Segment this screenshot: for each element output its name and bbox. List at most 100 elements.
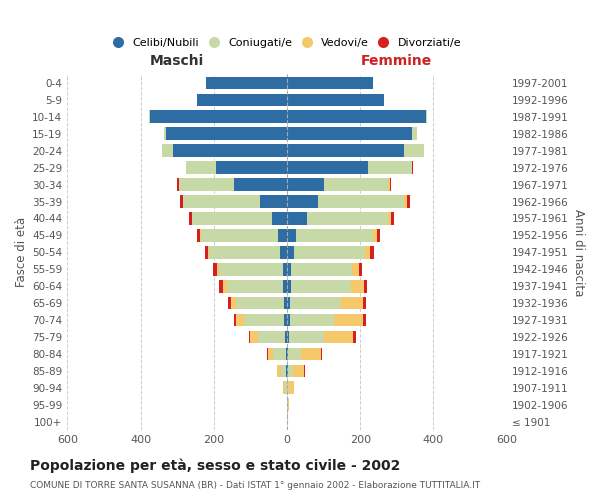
Bar <box>286 348 287 360</box>
Bar <box>182 195 260 208</box>
Bar <box>377 229 380 241</box>
Bar <box>234 178 287 191</box>
Bar <box>391 212 394 225</box>
Bar <box>228 297 231 310</box>
Bar <box>173 144 287 157</box>
Bar <box>236 297 284 310</box>
Bar <box>287 144 404 157</box>
Legend: Celibi/Nubili, Coniugati/e, Vedovi/e, Divorziati/e: Celibi/Nubili, Coniugati/e, Vedovi/e, Di… <box>108 34 466 52</box>
Bar <box>287 263 292 276</box>
Bar <box>219 280 223 292</box>
Bar <box>223 280 227 292</box>
Bar <box>287 212 307 225</box>
Bar <box>215 162 287 174</box>
Bar <box>289 382 295 394</box>
Bar <box>363 314 366 326</box>
Bar <box>296 229 373 241</box>
Bar <box>277 364 281 377</box>
Bar <box>213 263 217 276</box>
Bar <box>287 195 318 208</box>
Bar <box>287 314 290 326</box>
Bar <box>218 263 283 276</box>
Bar <box>281 364 286 377</box>
Bar <box>248 330 250 344</box>
Bar <box>426 110 427 123</box>
Bar <box>364 280 367 292</box>
Bar <box>287 280 290 292</box>
Text: Popolazione per età, sesso e stato civile - 2002: Popolazione per età, sesso e stato civil… <box>30 458 400 473</box>
Bar <box>287 162 368 174</box>
Bar <box>250 330 258 344</box>
Y-axis label: Anni di nascita: Anni di nascita <box>572 208 585 296</box>
Bar <box>197 94 287 106</box>
Bar <box>284 314 287 326</box>
Bar <box>352 263 359 276</box>
Bar <box>192 212 272 225</box>
Bar <box>236 314 244 326</box>
Bar <box>289 330 323 344</box>
Bar <box>231 297 236 310</box>
Bar <box>293 246 365 258</box>
Bar <box>258 330 285 344</box>
Bar <box>307 212 388 225</box>
Bar <box>287 246 293 258</box>
Bar <box>290 314 334 326</box>
Bar <box>166 128 287 140</box>
Bar <box>412 128 417 140</box>
Bar <box>286 364 287 377</box>
Bar <box>164 128 166 140</box>
Text: COMUNE DI TORRE SANTA SUSANNA (BR) - Dati ISTAT 1° gennaio 2002 - Elaborazione T: COMUNE DI TORRE SANTA SUSANNA (BR) - Dat… <box>30 480 480 490</box>
Bar <box>287 398 289 411</box>
Bar <box>404 144 424 157</box>
Bar <box>370 246 374 258</box>
Bar <box>268 348 273 360</box>
Bar <box>200 229 201 241</box>
Text: Maschi: Maschi <box>150 54 204 68</box>
Bar <box>323 178 388 191</box>
Bar <box>290 297 341 310</box>
Bar <box>287 330 289 344</box>
Bar <box>287 229 296 241</box>
Bar <box>363 297 366 310</box>
Bar <box>292 263 352 276</box>
Bar <box>287 178 323 191</box>
Bar <box>304 364 305 377</box>
Bar <box>301 348 321 360</box>
Bar <box>290 280 351 292</box>
Bar <box>287 128 412 140</box>
Bar <box>404 195 407 208</box>
Bar <box>287 364 288 377</box>
Bar <box>287 76 373 90</box>
Bar <box>341 297 363 310</box>
Bar <box>407 195 410 208</box>
Bar <box>208 246 209 258</box>
Bar <box>260 195 287 208</box>
Text: Femmine: Femmine <box>361 54 433 68</box>
Bar <box>287 94 384 106</box>
Bar <box>353 330 356 344</box>
Bar <box>233 314 236 326</box>
Bar <box>205 246 208 258</box>
Bar <box>283 263 287 276</box>
Bar <box>288 348 301 360</box>
Bar <box>287 110 426 123</box>
Bar <box>206 76 287 90</box>
Bar <box>365 246 370 258</box>
Bar <box>177 178 179 191</box>
Bar <box>272 212 287 225</box>
Bar <box>283 280 287 292</box>
Bar <box>323 330 353 344</box>
Y-axis label: Fasce di età: Fasce di età <box>15 218 28 288</box>
Bar <box>217 263 218 276</box>
Bar <box>287 382 289 394</box>
Bar <box>293 364 304 377</box>
Bar <box>201 229 278 241</box>
Bar <box>163 144 173 157</box>
Bar <box>278 229 287 241</box>
Bar <box>244 314 284 326</box>
Bar <box>180 195 182 208</box>
Bar <box>227 280 283 292</box>
Bar <box>285 330 287 344</box>
Bar <box>359 263 362 276</box>
Bar <box>273 348 286 360</box>
